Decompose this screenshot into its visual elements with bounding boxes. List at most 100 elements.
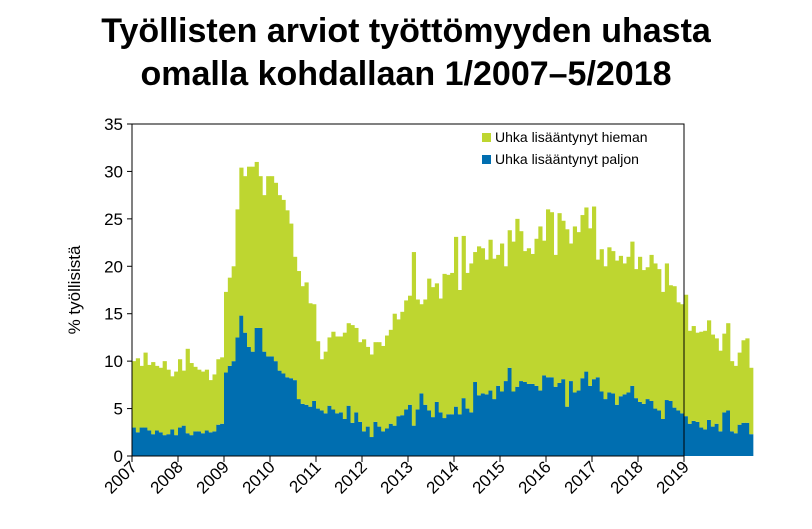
bar-paljon [185,433,190,456]
x-tick-label: 2009 [193,457,233,497]
bar-paljon [714,423,719,456]
bar-hieman [277,195,282,371]
bar-hieman [507,230,512,368]
bar-paljon [661,419,666,456]
bar-paljon [442,418,447,456]
x-tick-label: 2010 [239,457,279,497]
bar-paljon [373,421,378,456]
legend-label-paljon: Uhka lisääntynyt paljon [495,151,639,167]
bar-hieman [534,238,539,386]
bar-paljon [193,431,198,456]
bar-hieman [599,249,604,392]
bar-paljon [557,382,562,456]
bar-paljon [549,377,555,456]
bar-hieman [699,331,704,428]
bar-hieman [423,299,428,405]
bar-hieman [434,283,440,402]
bar-paljon [699,427,704,456]
bar-paljon [718,431,723,456]
bar-hieman [469,263,474,413]
bar-paljon [132,427,137,456]
bar-paljon [170,429,175,456]
bar-hieman [726,323,731,411]
bar-paljon [396,416,401,456]
bar-hieman [438,298,443,413]
bar-paljon [515,386,520,456]
bar-paljon [630,385,635,456]
y-tick-label: 0 [114,447,123,466]
bar-hieman [484,259,489,395]
bars-group [132,161,754,456]
bar-hieman [358,342,363,422]
bar-hieman [204,369,210,431]
y-tick-label: 25 [104,210,123,229]
bar-paljon [565,406,570,456]
bar-paljon [576,390,581,456]
bar-hieman [607,247,612,393]
bar-paljon [450,414,455,456]
bar-paljon [561,379,566,456]
bar-hieman [151,362,156,435]
bar-hieman [695,332,700,422]
chart-title-line-1: Työllisten arviot työttömyyden uhasta [101,12,711,50]
bar-hieman [649,254,654,401]
bar-hieman [404,300,409,410]
bar-paljon [327,405,332,456]
bar-hieman [262,195,267,352]
bar-paljon [622,394,627,456]
bar-hieman [243,176,248,333]
bar-hieman [162,361,167,436]
legend: Uhka lisääntynyt hieman Uhka lisääntynyt… [482,129,648,167]
bar-paljon [212,431,217,456]
bar-hieman [576,232,581,391]
bar-hieman [323,351,328,414]
bar-hieman [147,364,152,431]
bar-paljon [733,433,739,456]
bar-hieman [354,327,359,413]
bar-paljon [139,427,144,456]
bar-hieman [220,357,225,424]
bar-hieman [588,228,593,386]
bar-hieman [530,253,535,384]
bar-hieman [335,336,340,414]
bar-paljon [423,404,428,456]
bar-hieman [630,241,635,386]
x-tick-label: 2008 [147,457,187,497]
bar-paljon [277,370,282,456]
bar-hieman [319,359,325,411]
chart-title: Työllisten arviot työttömyyden uhasta om… [0,10,812,96]
bar-hieman [680,304,685,414]
bar-hieman [557,213,562,383]
bar-hieman [415,299,420,410]
bar-paljon [354,412,359,456]
bar-paljon [296,399,302,456]
bar-paljon [530,383,535,456]
bar-paljon [684,416,689,456]
bar-hieman [174,371,179,436]
bar-paljon [477,395,482,456]
bar-paljon [722,412,727,456]
bar-paljon [668,400,673,456]
bar-hieman [339,336,344,413]
chart-title-line-2: omalla kohdallaan 1/2007–5/2018 [140,55,672,93]
bar-paljon [695,421,700,456]
legend-label-hieman: Uhka lisääntynyt hieman [495,129,648,145]
x-tick-label: 2011 [286,457,325,496]
bar-hieman [638,256,643,402]
bar-hieman [657,269,662,411]
bar-paljon [254,327,259,456]
bar-paljon [316,408,321,456]
bar-paljon [411,425,417,456]
bar-paljon [503,381,509,456]
bar-paljon [262,351,267,456]
bar-hieman [473,252,478,383]
bar-paljon [741,422,746,456]
bar-paljon [664,400,670,456]
bar-hieman [139,365,144,428]
bar-hieman [350,325,355,423]
bar-hieman [431,287,436,418]
bar-paljon [511,391,516,456]
bar-paljon [465,408,470,456]
bar-hieman [327,337,332,406]
